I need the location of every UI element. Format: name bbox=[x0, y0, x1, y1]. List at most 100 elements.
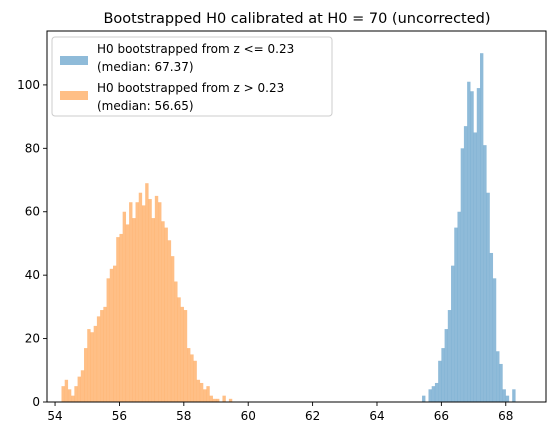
legend: H0 bootstrapped from z <= 0.23 (median: … bbox=[51, 36, 333, 117]
histogram-bar-series-1 bbox=[212, 398, 217, 402]
histogram-bar-series-0 bbox=[457, 211, 461, 402]
histogram-bar-series-1 bbox=[132, 218, 136, 402]
legend-label-z-low-line1: H0 bootstrapped from z <= 0.23 bbox=[97, 42, 294, 56]
histogram-bar-series-1 bbox=[228, 398, 233, 402]
y-axis: 0 20 40 60 80 100 bbox=[17, 78, 47, 409]
histogram-bar-series-1 bbox=[125, 224, 130, 402]
histogram-bar-series-0 bbox=[451, 265, 455, 402]
y-tick-label: 0 bbox=[32, 395, 40, 409]
histogram-bar-series-1 bbox=[87, 329, 91, 402]
histogram-bar-series-0 bbox=[489, 252, 494, 402]
histogram-bar-series-0 bbox=[422, 395, 426, 402]
histogram-bar-series-1 bbox=[151, 218, 155, 402]
histogram-bar-series-1 bbox=[196, 379, 201, 402]
histogram-bar-series-1 bbox=[84, 348, 88, 402]
histogram-bar-series-1 bbox=[180, 306, 184, 402]
x-tick-label: 62 bbox=[305, 409, 320, 423]
histogram-bar-series-1 bbox=[100, 310, 104, 402]
histogram-bar-series-0 bbox=[463, 126, 468, 402]
plot-frame bbox=[46, 30, 547, 403]
histogram-bar-series-1 bbox=[80, 370, 85, 402]
legend-swatch-z-high bbox=[60, 91, 88, 100]
histogram-bar-series-1 bbox=[109, 268, 114, 402]
histogram-bar-series-1 bbox=[170, 256, 175, 402]
histogram-bar-series-0 bbox=[502, 389, 506, 402]
x-axis: 54 56 58 60 62 64 66 68 bbox=[47, 402, 513, 423]
histogram-bar-series-0 bbox=[441, 348, 445, 402]
legend-label-z-low-line2: (median: 67.37) bbox=[97, 60, 194, 74]
histogram-bar-series-0 bbox=[447, 310, 452, 402]
histogram-bar-series-1 bbox=[145, 183, 149, 402]
histogram-bar-series-0 bbox=[499, 363, 503, 402]
histogram-bar-series-1 bbox=[138, 192, 143, 402]
histogram-bar-series-0 bbox=[438, 360, 442, 402]
histogram-bar-series-1 bbox=[77, 376, 81, 402]
histogram-bar-series-1 bbox=[206, 386, 210, 402]
histogram-bar-series-0 bbox=[496, 351, 500, 402]
histogram-bar-series-1 bbox=[203, 389, 207, 402]
histogram-bar-series-0 bbox=[467, 81, 471, 403]
histogram-bar-series-1 bbox=[174, 281, 178, 402]
histogram-bar-series-1 bbox=[209, 395, 213, 402]
histogram-bar-series-1 bbox=[96, 316, 101, 402]
histogram-bar-series-1 bbox=[71, 395, 75, 402]
legend-swatch-z-low bbox=[60, 56, 88, 65]
histogram-bar-series-0 bbox=[460, 148, 465, 402]
histogram-bar-series-1 bbox=[158, 202, 162, 402]
x-tick-label: 64 bbox=[369, 409, 384, 423]
histogram-bar-series-1 bbox=[113, 265, 117, 402]
histogram-bar-series-0 bbox=[486, 192, 490, 402]
histogram-bar-series-0 bbox=[428, 389, 432, 402]
y-tick-label: 40 bbox=[25, 268, 40, 282]
histogram-bar-series-1 bbox=[119, 233, 123, 402]
histogram-bar-series-1 bbox=[129, 202, 133, 402]
y-tick-label: 100 bbox=[17, 78, 40, 92]
x-tick-label: 54 bbox=[47, 409, 62, 423]
histogram-bar-series-1 bbox=[93, 325, 98, 402]
histogram-bar-series-1 bbox=[167, 240, 172, 402]
histogram-bar-series-0 bbox=[480, 53, 484, 402]
histogram-bar-series-1 bbox=[222, 395, 226, 402]
histogram-bar-series-1 bbox=[148, 199, 152, 402]
histogram-bar-series-1 bbox=[216, 398, 220, 402]
histogram-bar-series-0 bbox=[505, 395, 510, 402]
x-tick-label: 58 bbox=[176, 409, 191, 423]
histogram-bar-series-0 bbox=[476, 88, 481, 402]
histogram-bar-series-1 bbox=[67, 389, 72, 402]
bars-layer bbox=[61, 53, 516, 403]
histogram-bar-series-0 bbox=[470, 91, 474, 402]
histogram-bar-series-0 bbox=[434, 382, 439, 402]
x-tick-label: 66 bbox=[434, 409, 449, 423]
histogram-bar-series-1 bbox=[161, 221, 165, 402]
histogram-bar-series-1 bbox=[193, 360, 197, 402]
histogram-bar-series-1 bbox=[64, 379, 69, 402]
histogram-bar-series-1 bbox=[61, 386, 65, 402]
histogram-bar-series-1 bbox=[183, 310, 188, 402]
histogram-bar-series-0 bbox=[431, 386, 436, 402]
histogram-bar-series-1 bbox=[135, 202, 139, 402]
histogram-bar-series-1 bbox=[122, 211, 127, 402]
histogram-bar-series-1 bbox=[106, 278, 110, 402]
legend-box bbox=[51, 36, 333, 117]
histogram-bar-series-0 bbox=[492, 278, 497, 402]
x-tick-label: 68 bbox=[498, 409, 513, 423]
y-tick-label: 20 bbox=[25, 332, 40, 346]
legend-label-z-high-line1: H0 bootstrapped from z > 0.23 bbox=[97, 81, 284, 95]
histogram-bar-series-1 bbox=[164, 227, 168, 402]
histogram-bar-series-1 bbox=[116, 237, 120, 402]
histogram-bar-series-1 bbox=[141, 205, 146, 402]
histogram-bar-series-1 bbox=[187, 348, 191, 402]
y-tick-label: 60 bbox=[25, 205, 40, 219]
histogram-bar-series-0 bbox=[473, 132, 477, 402]
histogram-bar-series-1 bbox=[199, 382, 204, 402]
histogram-bar-series-1 bbox=[177, 297, 181, 402]
y-tick-label: 80 bbox=[25, 141, 40, 155]
histogram-bar-series-0 bbox=[444, 329, 448, 402]
histogram-bar-series-0 bbox=[454, 227, 458, 402]
chart-title: Bootstrapped H0 calibrated at H0 = 70 (u… bbox=[103, 11, 490, 27]
histogram-bar-series-1 bbox=[154, 195, 159, 402]
legend-label-z-high-line2: (median: 56.65) bbox=[97, 99, 194, 113]
x-tick-label: 56 bbox=[112, 409, 127, 423]
